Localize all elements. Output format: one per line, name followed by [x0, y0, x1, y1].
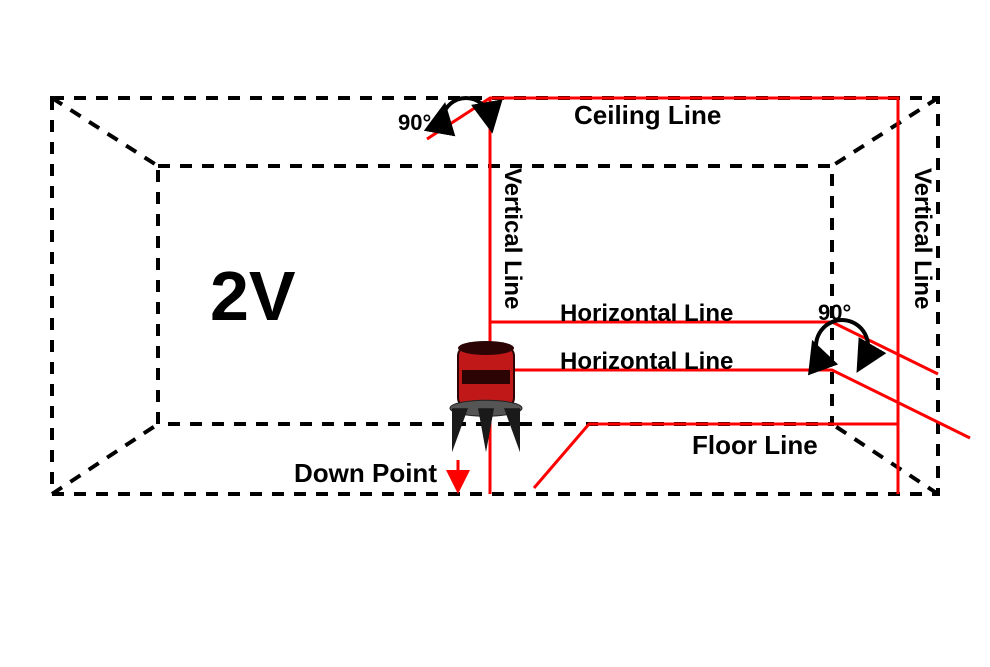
diagram-stage: 2V Ceiling Line Floor Line Horizontal Li… — [0, 0, 990, 667]
title-2v: 2V — [210, 256, 296, 336]
label-angle-90-right: 90° — [818, 300, 851, 326]
label-angle-90-top: 90° — [398, 110, 431, 136]
label-vertical-line-center: Vertical Line — [498, 168, 526, 309]
label-horizontal-line-1: Horizontal Line — [560, 300, 733, 328]
label-ceiling-line: Ceiling Line — [574, 100, 721, 131]
diagram-svg — [0, 0, 990, 667]
label-vertical-line-right: Vertical Line — [908, 168, 936, 309]
label-floor-line: Floor Line — [692, 430, 818, 461]
laser-device-icon — [450, 341, 522, 452]
label-down-point: Down Point — [294, 458, 437, 489]
label-horizontal-line-2: Horizontal Line — [560, 348, 733, 376]
